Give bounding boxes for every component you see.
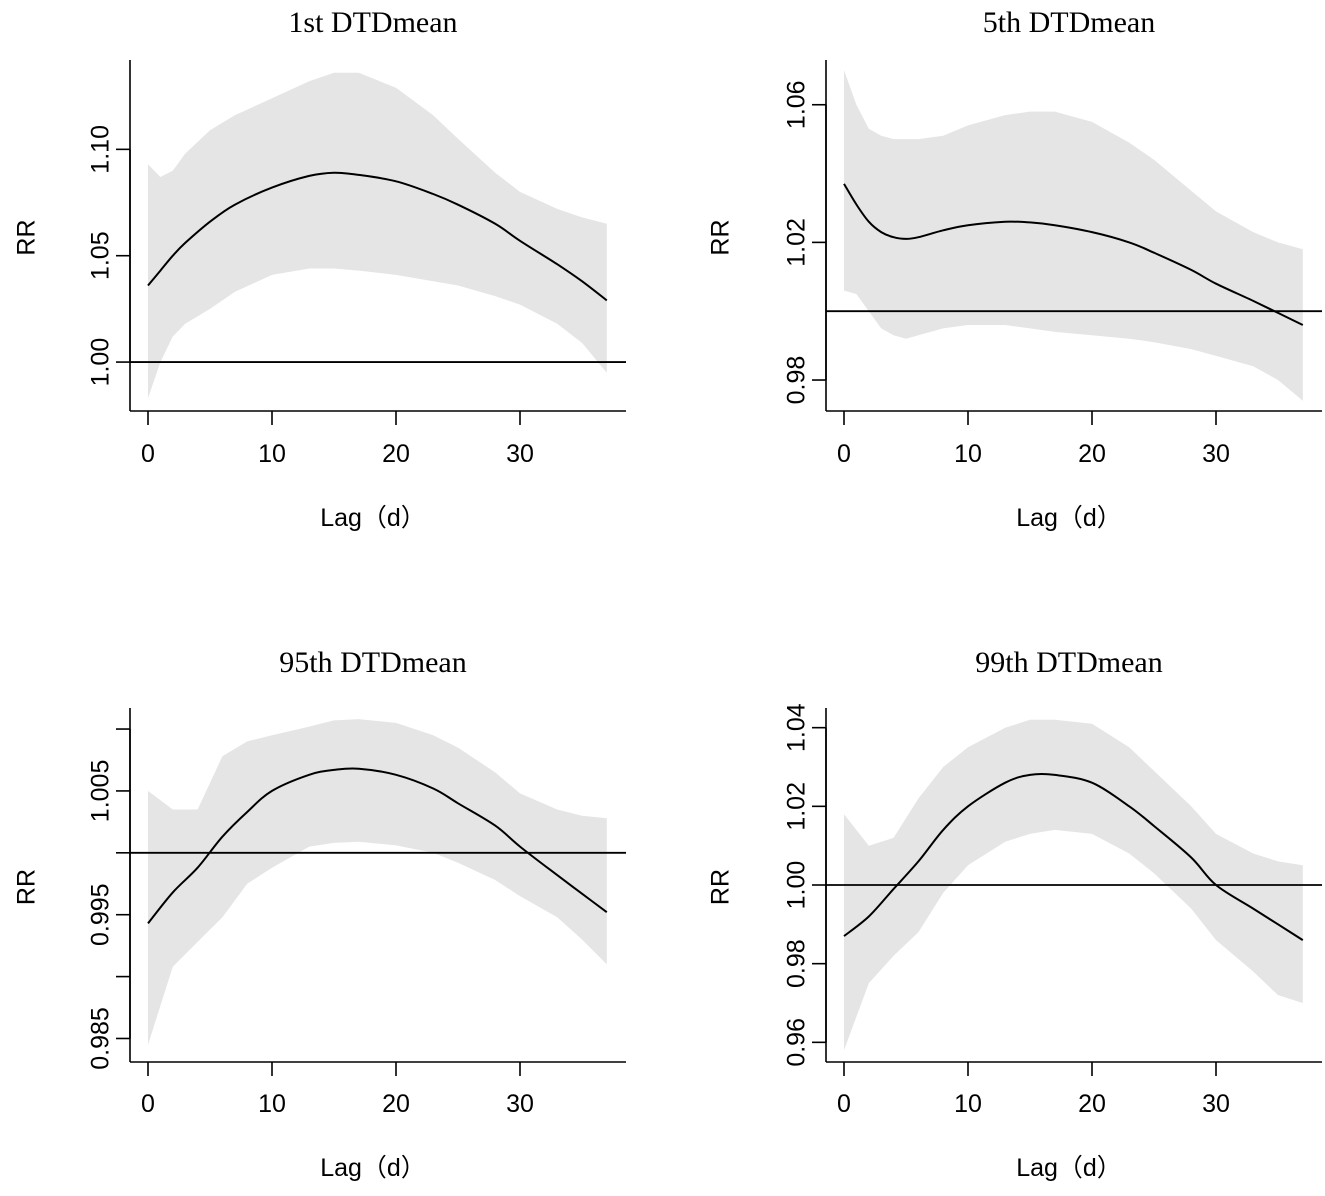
y-axis-label: RR <box>13 869 41 905</box>
y-axis-label: RR <box>707 219 735 255</box>
x-tick-label: 10 <box>258 1090 286 1118</box>
panel-2: 0.98 1.02 1.06 0 10 20 30 5th DTDmean Lag（d） RR <box>707 6 1322 532</box>
x-tick-label: 0 <box>837 440 851 468</box>
x-tick-label: 20 <box>1078 440 1106 468</box>
x-tick-label: 30 <box>1202 440 1230 468</box>
y-tick-label: 1.00 <box>87 338 115 387</box>
y-tick-label: 1.05 <box>87 231 115 280</box>
y-tick-label: 0.98 <box>783 356 811 405</box>
y-tick-label: 1.00 <box>783 861 811 910</box>
y-axis-label: RR <box>13 219 41 255</box>
chart-title: 95th DTDmean <box>279 646 466 679</box>
y-tick-label: 1.02 <box>783 218 811 267</box>
x-tick-label: 0 <box>141 1090 155 1118</box>
x-tick-label: 10 <box>954 1090 982 1118</box>
x-tick-label: 30 <box>506 440 534 468</box>
x-tick-label: 0 <box>837 1090 851 1118</box>
y-tick-label: 0.995 <box>87 883 115 946</box>
x-axis-label: Lag（d） <box>1016 504 1122 532</box>
rr-curve <box>843 772 1304 941</box>
y-axis-label: RR <box>707 869 735 905</box>
x-tick-label: 20 <box>1078 1090 1106 1118</box>
y-tick-label: 1.02 <box>783 782 811 831</box>
y-tick-label: 0.98 <box>783 939 811 988</box>
y-tick-label: 1.005 <box>87 760 115 823</box>
chart-title: 1st DTDmean <box>288 6 457 39</box>
x-axis-label: Lag（d） <box>320 504 426 532</box>
panel-4: 0.96 0.98 1.00 1.02 1.04 0 10 20 30 99th DTDmean L… <box>707 646 1322 1182</box>
panel-3: 0.985 0.995 1.005 0 10 20 30 95th DTDmean Lag（d）… <box>13 646 626 1182</box>
x-tick-label: 0 <box>141 440 155 468</box>
chart-title: 5th DTDmean <box>983 6 1155 39</box>
x-axis-label: Lag（d） <box>1016 1154 1122 1182</box>
rr-curve <box>147 767 608 925</box>
y-tick-label: 1.06 <box>783 80 811 129</box>
y-tick-label: 0.985 <box>87 1007 115 1070</box>
x-tick-label: 30 <box>506 1090 534 1118</box>
confidence-band <box>148 72 607 399</box>
rr-curve <box>843 183 1304 326</box>
x-tick-label: 20 <box>382 1090 410 1118</box>
x-axis-label: Lag（d） <box>320 1154 426 1182</box>
x-tick-label: 10 <box>954 440 982 468</box>
rr-curve <box>147 171 608 302</box>
y-tick-label: 1.04 <box>783 703 811 752</box>
panel-1: 1.00 1.05 1.10 0 10 20 30 1st DTDmean Lag（d） RR <box>13 6 626 532</box>
x-tick-label: 20 <box>382 440 410 468</box>
confidence-band <box>844 70 1303 401</box>
confidence-band <box>148 719 607 1045</box>
x-tick-label: 30 <box>1202 1090 1230 1118</box>
chart-title: 99th DTDmean <box>975 646 1162 679</box>
confidence-band <box>844 719 1303 1051</box>
y-tick-label: 0.96 <box>783 1018 811 1067</box>
x-tick-label: 10 <box>258 440 286 468</box>
y-tick-label: 1.10 <box>87 125 115 174</box>
